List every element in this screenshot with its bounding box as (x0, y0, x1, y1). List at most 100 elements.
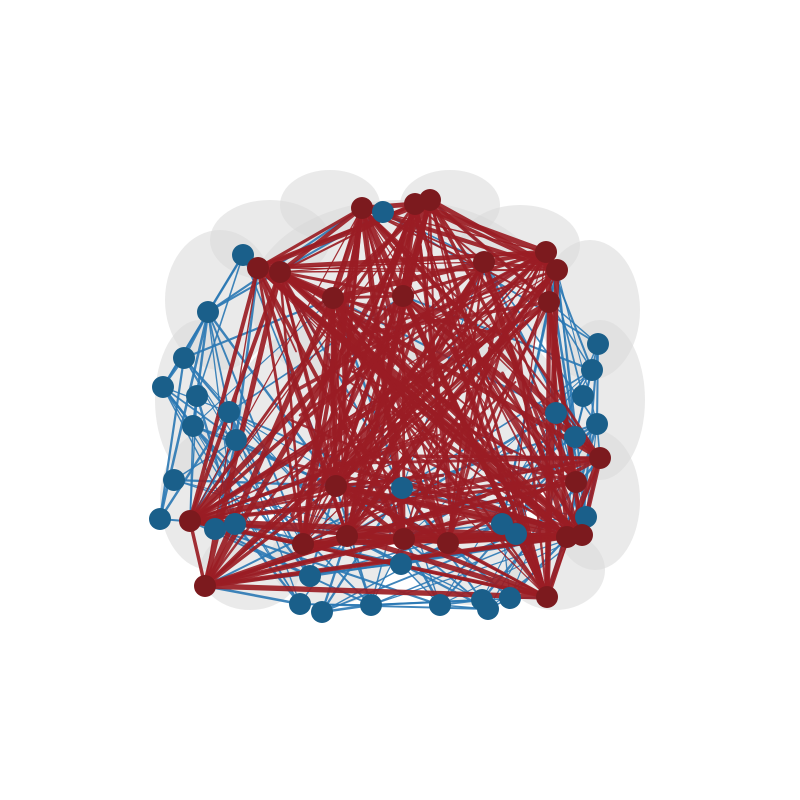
blue-node (218, 401, 240, 423)
red-edge (330, 296, 335, 413)
blue-node (390, 553, 412, 575)
red-edge (413, 202, 453, 517)
red-node (589, 447, 611, 469)
blue-node (360, 594, 382, 616)
blue-node (149, 508, 171, 530)
red-edge (319, 206, 364, 493)
blue-node (186, 385, 208, 407)
red-edge (331, 296, 492, 334)
red-edge (297, 250, 548, 391)
red-edge (501, 371, 584, 537)
red-edge (187, 269, 283, 524)
blue-edge (158, 356, 186, 521)
red-edge (440, 456, 602, 491)
red-edge (453, 354, 549, 599)
red-edge (501, 462, 578, 484)
red-edge (447, 261, 485, 399)
red-node (292, 533, 314, 555)
red-edge (189, 207, 363, 522)
red-edge (475, 362, 584, 537)
blue-edge (192, 297, 334, 427)
red-edge (492, 391, 568, 538)
red-edge (345, 381, 517, 538)
red-edge (428, 198, 602, 460)
red-edge (298, 250, 548, 417)
red-edge (339, 198, 432, 509)
red-edge (429, 199, 440, 490)
red-edge (360, 206, 469, 319)
blue-node (197, 301, 219, 323)
red-edge (320, 202, 417, 488)
red-edge (389, 404, 549, 599)
blue-edge (369, 598, 484, 607)
blue-node (477, 598, 499, 620)
red-node (194, 575, 216, 597)
red-edge (256, 206, 364, 270)
blue-node (505, 523, 527, 545)
red-edge (346, 486, 434, 537)
red-edge (331, 296, 462, 492)
red-node (269, 261, 291, 283)
blue-node (173, 347, 195, 369)
blue-node (581, 359, 603, 381)
red-edge (188, 519, 207, 588)
blue-node (564, 426, 586, 448)
red-edge (330, 259, 487, 301)
blue-node (182, 415, 204, 437)
red-node (322, 287, 344, 309)
blue-node (163, 469, 185, 491)
red-edge (337, 202, 417, 401)
red-node (473, 251, 495, 273)
node-group (149, 189, 611, 623)
red-edge (188, 266, 260, 523)
blue-node (204, 518, 226, 540)
blue-node (232, 244, 254, 266)
red-edge (313, 294, 405, 482)
red-edge (335, 327, 497, 487)
red-edge (301, 353, 331, 546)
blue-node (152, 376, 174, 398)
red-edge (204, 515, 498, 587)
blue-node (572, 385, 594, 407)
red-edge (513, 251, 547, 350)
red-node (393, 528, 415, 550)
blue-node (575, 506, 597, 528)
red-edge (203, 313, 410, 588)
blue-node (372, 201, 394, 223)
red-edge (257, 267, 558, 271)
red-node (437, 532, 459, 554)
blue-node (545, 402, 567, 424)
red-node (565, 471, 587, 493)
red-edge-group (187, 197, 603, 600)
red-edge (257, 267, 297, 353)
blue-node (429, 594, 451, 616)
red-edge (278, 270, 333, 481)
red-edge (334, 385, 393, 488)
red-node (546, 259, 568, 281)
red-node (419, 189, 441, 211)
blue-node (587, 333, 609, 355)
blue-node (499, 587, 521, 609)
red-edge (277, 205, 365, 275)
blue-node (289, 593, 311, 615)
red-edge (345, 514, 518, 538)
blue-node (225, 429, 247, 451)
red-edge (446, 303, 502, 545)
red-node (536, 586, 558, 608)
blue-node (586, 413, 608, 435)
red-edge (361, 269, 558, 516)
blue-node (311, 601, 333, 623)
red-edge (360, 206, 495, 333)
red-edge (401, 536, 550, 600)
red-edge (301, 480, 439, 546)
red-node (179, 510, 201, 532)
red-edge (255, 197, 433, 271)
blue-node (299, 565, 321, 587)
red-edge (255, 249, 549, 271)
blue-edge (158, 410, 231, 521)
red-edge (371, 318, 568, 538)
red-edge (314, 207, 363, 341)
blue-edge (189, 425, 194, 522)
red-edge (438, 250, 548, 454)
